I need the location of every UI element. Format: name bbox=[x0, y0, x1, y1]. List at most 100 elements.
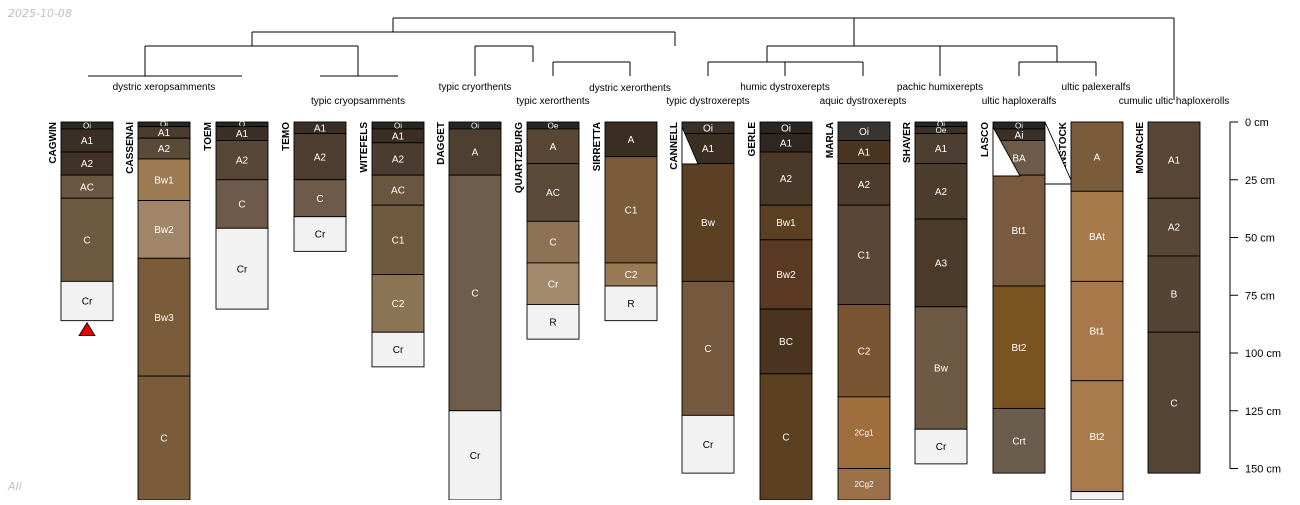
horizon-block bbox=[1070, 280, 1124, 382]
depth-tick-label: 100 cm bbox=[1245, 348, 1281, 360]
taxon-label: cumulic ultic haploxerolls bbox=[1119, 96, 1230, 107]
horizon-block bbox=[448, 410, 502, 501]
horizon-block bbox=[1070, 380, 1124, 493]
horizon-label: A1 bbox=[236, 129, 249, 140]
horizon-block bbox=[914, 218, 968, 308]
depth-tick-label: 25 cm bbox=[1245, 175, 1275, 187]
soil-profile: A1 A2 C Cr TEMO bbox=[281, 121, 347, 252]
horizon-label: R bbox=[627, 299, 634, 310]
horizon-block bbox=[137, 200, 191, 259]
horizon-label: A1 bbox=[858, 148, 871, 159]
horizon-label: A1 bbox=[780, 138, 793, 149]
profile-name: SHAVER bbox=[902, 121, 913, 163]
horizon-label: AC bbox=[80, 182, 94, 193]
horizon-label: Cr bbox=[393, 345, 404, 356]
horizon-label: C bbox=[316, 194, 323, 205]
horizon-label: BAt bbox=[1089, 232, 1105, 243]
horizon-label: Bw bbox=[934, 364, 949, 375]
horizon-block bbox=[215, 227, 269, 310]
horizon-label: C2 bbox=[625, 270, 638, 281]
dendrogram bbox=[88, 17, 1175, 100]
horizon-label: A1 bbox=[935, 144, 948, 155]
horizon-block bbox=[759, 239, 813, 310]
horizon-label: Cr bbox=[703, 440, 714, 451]
soil-profile: Oi A C Cr DAGGET bbox=[436, 121, 502, 501]
profile-name: CAGWIN bbox=[48, 122, 59, 164]
depth-tick-label: 150 cm bbox=[1245, 464, 1281, 476]
horizon-label: A1 bbox=[158, 128, 171, 139]
horizon-block bbox=[681, 163, 735, 282]
horizon-label: A1 bbox=[392, 131, 405, 142]
horizon-label: Ai bbox=[1015, 130, 1024, 141]
horizon-label: Oi bbox=[1015, 121, 1023, 130]
horizon-block bbox=[1147, 255, 1201, 333]
horizon-block bbox=[681, 280, 735, 416]
horizon-label: Bw2 bbox=[154, 225, 174, 236]
horizon-block bbox=[1147, 331, 1201, 474]
soil-profile: A1 A2 B C MONACHE bbox=[1135, 121, 1201, 474]
profile-name: TOEM bbox=[203, 122, 214, 151]
horizon-block bbox=[371, 142, 425, 176]
horizon-label: Bt2 bbox=[1011, 343, 1026, 354]
bottom-marker bbox=[78, 321, 96, 337]
horizon-label: Oi bbox=[394, 121, 402, 130]
depth-tick-label: 0 cm bbox=[1245, 117, 1269, 129]
horizon-label: A2 bbox=[236, 156, 249, 167]
horizon-block bbox=[1070, 491, 1124, 501]
horizon-label: Bt1 bbox=[1089, 327, 1104, 338]
horizon-label: Bt1 bbox=[1011, 226, 1026, 237]
horizon-label: A2 bbox=[1168, 223, 1181, 234]
profile-name: PENSTOCK bbox=[1058, 121, 1069, 177]
horizon-label: BA bbox=[1012, 153, 1026, 164]
horizon-label: C2 bbox=[858, 346, 871, 357]
horizon-label: Oi bbox=[937, 120, 945, 129]
horizon-block bbox=[992, 285, 1046, 409]
horizon-block bbox=[526, 304, 580, 340]
horizon-block bbox=[759, 308, 813, 375]
horizon-block bbox=[1070, 190, 1124, 282]
horizon-label: R bbox=[549, 317, 556, 328]
profile-name: GERLE bbox=[747, 122, 758, 157]
horizon-block bbox=[371, 274, 425, 333]
horizon-block bbox=[759, 373, 813, 501]
taxon-label: pachic humixerepts bbox=[897, 82, 983, 93]
horizon-label: Oe bbox=[936, 126, 947, 135]
horizon-block bbox=[526, 262, 580, 305]
horizon-label: Oi bbox=[83, 121, 91, 130]
horizon-block bbox=[293, 179, 347, 218]
profile-name: DAGGET bbox=[436, 122, 447, 165]
horizon-label: Bw1 bbox=[154, 175, 174, 186]
horizon-block bbox=[604, 156, 658, 264]
horizon-block bbox=[681, 414, 735, 474]
horizon-block bbox=[448, 174, 502, 412]
horizon-label: Oi bbox=[703, 123, 713, 134]
taxon-label: typic xerorthents bbox=[516, 96, 589, 107]
horizon-label: Cr bbox=[237, 264, 248, 275]
depth-tick-label: 125 cm bbox=[1245, 406, 1281, 418]
horizon-label: C2 bbox=[392, 299, 405, 310]
soil-profile: Oe A AC C Cr R QUARTZBURG bbox=[514, 121, 580, 340]
horizon-label: C bbox=[238, 200, 245, 211]
horizon-block bbox=[215, 140, 269, 181]
horizon-label: A2 bbox=[858, 180, 871, 191]
horizon-label: C bbox=[1170, 398, 1177, 409]
taxon-label: humic dystroxerepts bbox=[740, 82, 829, 93]
horizon-label: O bbox=[239, 120, 245, 129]
horizon-block bbox=[60, 280, 114, 322]
horizon-label: Bw2 bbox=[776, 270, 796, 281]
horizon-label: C1 bbox=[625, 205, 638, 216]
profile-name: TEMO bbox=[281, 122, 292, 151]
horizon-label: B bbox=[1171, 290, 1178, 301]
boundary-wedge bbox=[1044, 121, 1072, 185]
profile-name: MARLA bbox=[825, 122, 836, 158]
profile-name: SIRRETTA bbox=[592, 122, 603, 171]
horizon-label: A bbox=[1094, 152, 1101, 163]
horizon-block bbox=[1147, 121, 1201, 199]
depth-tick-label: 50 cm bbox=[1245, 233, 1275, 245]
horizon-label: C bbox=[160, 434, 167, 445]
soil-profile: Oi A1 A2 AC C Cr CAGWIN bbox=[48, 121, 114, 337]
horizon-block bbox=[526, 163, 580, 222]
horizon-label: Bw bbox=[701, 218, 716, 229]
